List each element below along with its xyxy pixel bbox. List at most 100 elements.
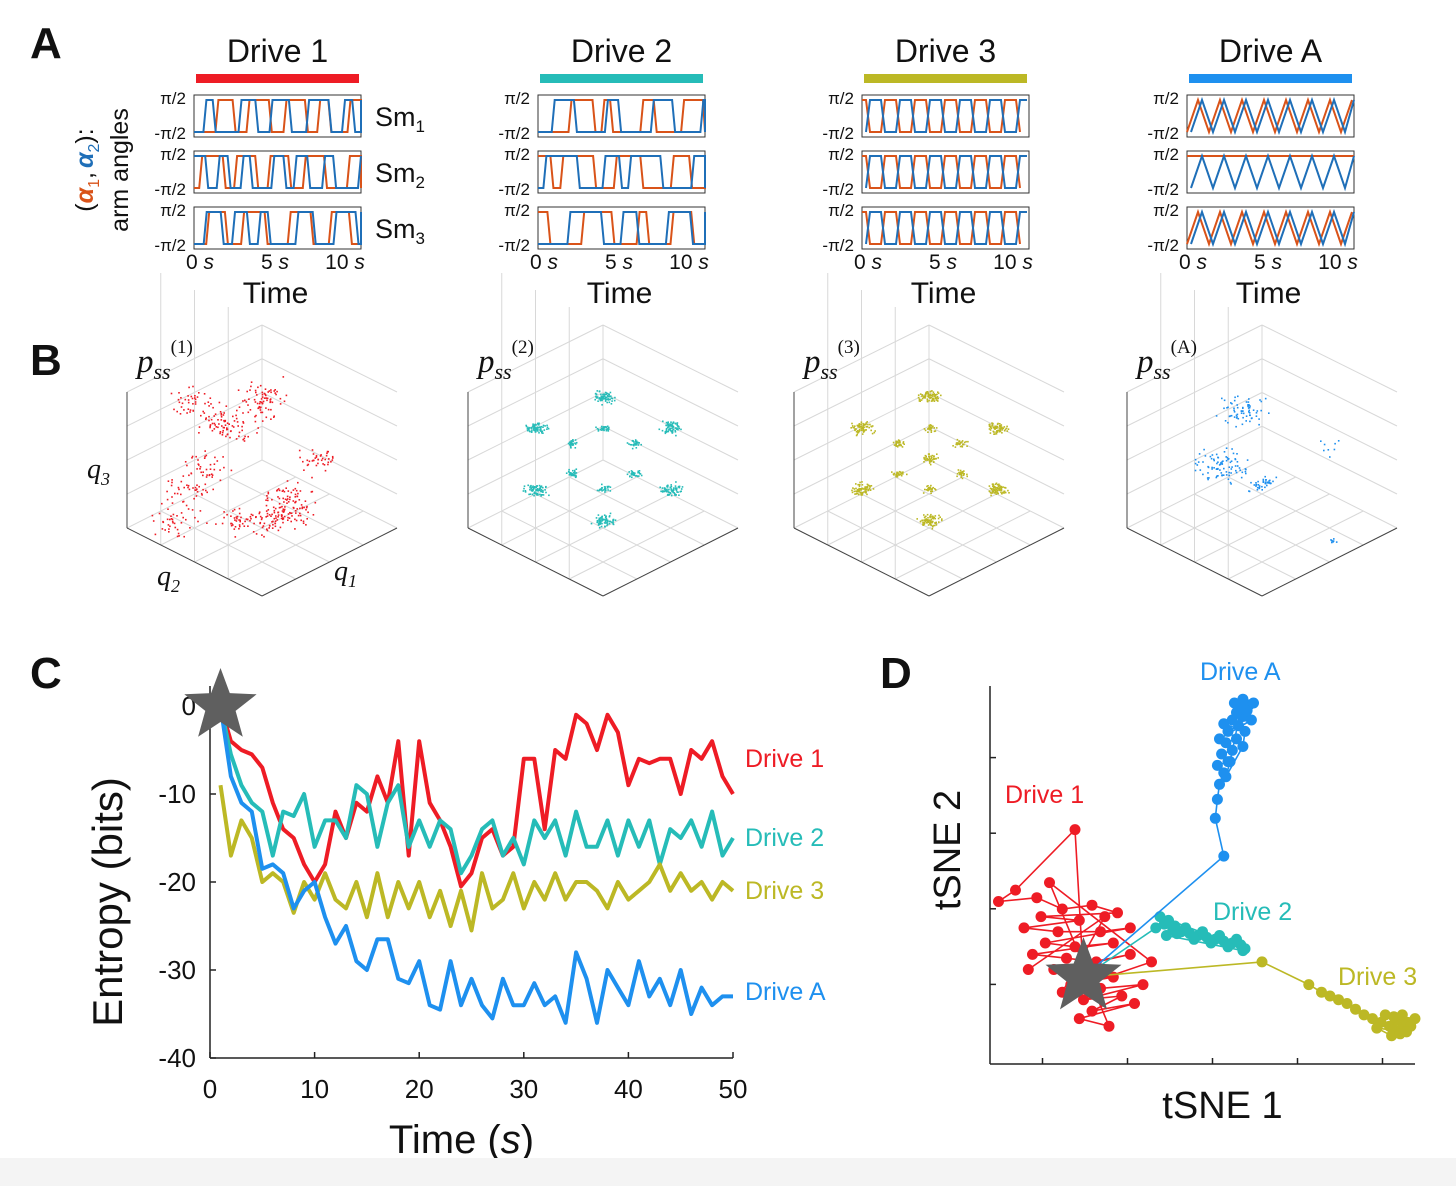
scatter-point <box>919 400 921 402</box>
scatter-point <box>176 515 178 517</box>
scatter-point <box>1230 414 1233 417</box>
trajectory-point <box>1239 725 1251 737</box>
scatter-point <box>182 516 184 519</box>
scatter-point <box>928 457 931 459</box>
scatter-point <box>853 427 855 429</box>
scatter-point <box>930 396 933 399</box>
scatter-point <box>609 486 612 488</box>
scatter-point <box>935 524 938 526</box>
scatter-point <box>862 424 865 426</box>
scatter-point <box>1225 471 1228 473</box>
scatter-point <box>1255 485 1257 487</box>
scatter-point <box>185 504 188 507</box>
trajectory-point <box>1256 956 1268 968</box>
scatter-point <box>870 425 873 428</box>
scatter-point <box>543 429 546 431</box>
scatter-point <box>860 492 863 495</box>
y-axis-label-group: tSNE 2 <box>927 790 969 910</box>
scatter-point <box>608 401 611 404</box>
scatter-point <box>929 425 931 427</box>
scatter-point <box>280 515 283 517</box>
scatter-point <box>327 463 329 466</box>
scatter-point <box>677 491 679 493</box>
scatter-point <box>261 526 264 529</box>
scatter-point <box>196 484 198 486</box>
scatter-point <box>866 487 869 489</box>
scatter-point <box>1232 452 1235 455</box>
scatter-point <box>202 410 204 413</box>
scatter-point <box>998 427 1001 429</box>
scatter-point <box>664 489 667 492</box>
scatter-point <box>996 490 999 492</box>
scatter-point <box>1216 475 1218 478</box>
scatter-point <box>929 393 932 396</box>
scatter-point <box>174 526 177 529</box>
scatter-point <box>598 489 600 492</box>
trajectory-point <box>1086 1005 1098 1017</box>
scatter-point <box>926 519 929 521</box>
scatter-point <box>535 489 537 492</box>
scatter-point <box>575 472 578 474</box>
scatter-point <box>895 443 897 446</box>
scatter-point <box>294 493 297 496</box>
scatter-point <box>669 486 672 489</box>
scatter-point <box>151 514 154 517</box>
scatter-point <box>314 501 317 504</box>
scatter-point <box>1235 425 1237 428</box>
scatter-point <box>928 460 931 462</box>
scatter-point <box>305 508 307 511</box>
scatter-point <box>601 397 604 400</box>
scatter-point <box>183 486 185 489</box>
scatter-point <box>862 425 865 427</box>
scatter-point <box>546 426 549 429</box>
scatter-point <box>201 494 203 496</box>
scatter-point <box>961 445 963 447</box>
alpha2-trace <box>194 211 362 245</box>
tick-num: 5 <box>605 251 623 274</box>
scatter-point <box>934 489 937 491</box>
panel-a-ylabel: arm angles <box>106 108 134 232</box>
scatter-point <box>990 425 992 428</box>
scatter-point <box>214 456 216 459</box>
scatter-point <box>603 397 606 400</box>
back-edge <box>602 324 739 393</box>
trajectory-point <box>1316 986 1327 998</box>
scatter-point <box>603 393 605 395</box>
scatter-point <box>217 426 219 429</box>
scatter-point <box>178 401 181 404</box>
scatter-point <box>638 471 640 474</box>
scatter-point <box>930 427 933 429</box>
scatter-point <box>315 456 318 458</box>
tick-unit: s <box>548 251 559 274</box>
scatter-point <box>933 399 935 401</box>
scatter-point <box>191 455 194 458</box>
scatter-point <box>1231 402 1233 405</box>
scatter-point <box>280 517 283 520</box>
scatter-point <box>1225 447 1228 449</box>
scatter-point <box>224 424 227 426</box>
scatter-point <box>571 473 573 476</box>
scatter-point <box>893 474 895 476</box>
scatter-point <box>992 426 995 429</box>
ytick-top: π/2 <box>504 145 530 164</box>
scatter-point <box>254 401 257 403</box>
scatter-point <box>174 492 176 495</box>
scatter-point <box>169 525 171 528</box>
scatter-point <box>604 426 607 428</box>
steady-state-plot-4: pss(A) <box>1126 273 1398 597</box>
scatter-point <box>597 521 599 524</box>
scatter-point <box>965 440 967 443</box>
trajectory-point <box>1056 903 1068 915</box>
scatter-point <box>230 524 233 527</box>
scatter-point <box>569 472 572 474</box>
scatter-point <box>528 493 530 496</box>
q1-label: q1 <box>334 556 357 591</box>
scatter-point <box>194 398 197 401</box>
scatter-point <box>540 425 543 428</box>
scatter-point <box>612 521 614 523</box>
scatter-point <box>861 481 863 483</box>
scatter-point <box>1234 396 1236 399</box>
scatter-point <box>270 408 272 411</box>
scatter-point <box>602 393 604 396</box>
